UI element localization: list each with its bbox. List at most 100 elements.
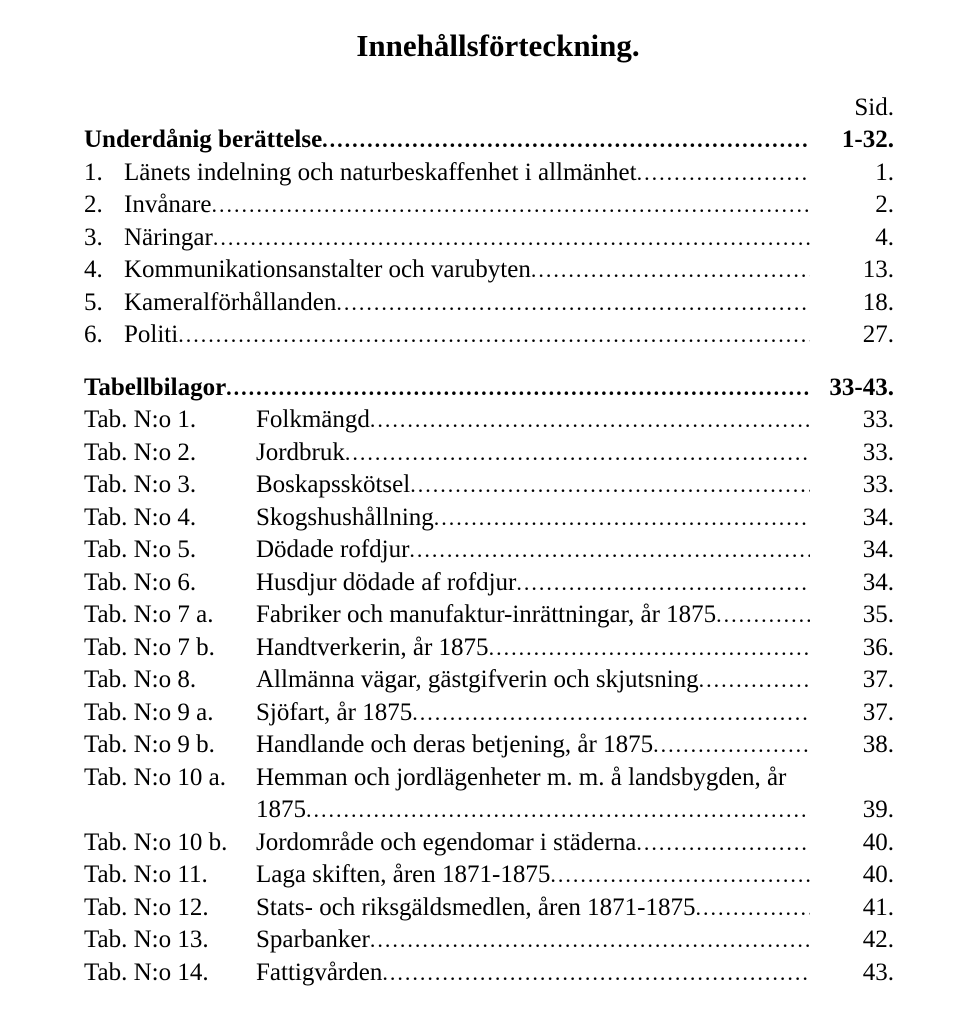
toc-row-page: 40.: [810, 859, 912, 892]
toc-row-text: Hemman och jordlägenheter m. m. å landsb…: [256, 762, 810, 795]
toc-row-label: 3.: [84, 222, 118, 255]
toc-row-label: Tab. N:o 7 b.: [84, 632, 256, 665]
toc-row-text: 1875: [256, 794, 810, 827]
toc-row-label: Tab. N:o 1.: [84, 404, 256, 437]
toc-row: Tab. N:o 8.Allmänna vägar, gästgifverin …: [84, 664, 912, 697]
toc-row-text: Jordområde och egendomar i städerna: [256, 827, 810, 860]
toc-row: Tab. N:o 14.Fattigvården43.: [84, 957, 912, 990]
toc-row: 1.Länets indelning och naturbeskaffenhet…: [84, 157, 912, 190]
toc-row-label: Tab. N:o 7 a.: [84, 599, 256, 632]
toc-row: Tab. N:o 1.Folkmängd33.: [84, 404, 912, 437]
toc-row-page: 37.: [810, 664, 912, 697]
toc-row-page: 34.: [810, 502, 912, 535]
toc-row-page: 35.: [810, 599, 912, 632]
toc-row-text: Sjöfart, år 1875: [256, 697, 810, 730]
toc-row-text: Sparbanker: [256, 924, 810, 957]
toc-row-text: Fabriker och manufaktur-inrättningar, år…: [256, 599, 810, 632]
toc-row-page: 18.: [810, 287, 912, 320]
toc-row-label: Tab. N:o 10 b.: [84, 827, 256, 860]
document-title: Innehållsförteckning.: [84, 28, 912, 64]
toc-row-page: 33.: [810, 437, 912, 470]
toc-row-page: 40.: [810, 827, 912, 860]
toc-row: Tab. N:o 10 b.Jordområde och egendomar i…: [84, 827, 912, 860]
toc-row-label: Tab. N:o 13.: [84, 924, 256, 957]
toc-row-label: Tab. N:o 12.: [84, 892, 256, 925]
toc-row-label: 6.: [84, 319, 118, 352]
toc-row-text: Stats- och riksgäldsmedlen, åren 1871-18…: [256, 892, 810, 925]
toc-row-label: Tab. N:o 14.: [84, 957, 256, 990]
toc-row-label: 2.: [84, 189, 118, 222]
toc-row-page: 34.: [810, 534, 912, 567]
toc-row-page: 39.: [810, 794, 912, 827]
toc-row-page: 33-43.: [810, 372, 912, 405]
toc-row-page: 33.: [810, 404, 912, 437]
toc-row-page: 38.: [810, 729, 912, 762]
toc-row: Tab. N:o 9 a.Sjöfart, år 187537.: [84, 697, 912, 730]
toc-heading-row: Underdånig berättelse 1-32.: [84, 124, 912, 157]
toc-row: Tab. N:o 9 b.Handlande och deras betjeni…: [84, 729, 912, 762]
toc-row: 4.Kommunikationsanstalter och varubyten1…: [84, 254, 912, 287]
toc-heading-text: Tabellbilagor: [84, 374, 226, 401]
toc-row-text: Handtverkerin, år 1875: [256, 632, 810, 665]
toc-row-label: 5.: [84, 287, 118, 320]
toc-row: 6.Politi27.: [84, 319, 912, 352]
toc-row-text: Kommunikationsanstalter och varubyten: [124, 254, 810, 287]
toc-row: Tab. N:o 12.Stats- och riksgäldsmedlen, …: [84, 892, 912, 925]
toc-row-page: 37.: [810, 697, 912, 730]
toc-row-label: Tab. N:o 9 b.: [84, 729, 256, 762]
toc-row-text: Boskapsskötsel: [256, 469, 810, 502]
toc-row-page: 13.: [810, 254, 912, 287]
toc-row: Tab. N:o 7 b.Handtverkerin, år 187536.: [84, 632, 912, 665]
toc-row-page: 42.: [810, 924, 912, 957]
toc-row: 5.Kameralförhållanden18.: [84, 287, 912, 320]
toc-row-page: 33.: [810, 469, 912, 502]
page-column-header: Sid.: [84, 94, 912, 122]
toc-row-page: 1-32.: [810, 124, 912, 157]
toc-row-label: Tab. N:o 11.: [84, 859, 256, 892]
toc-row: 3.Näringar4.: [84, 222, 912, 255]
section-tabellbilagor: Tabellbilagor 33-43. Tab. N:o 1.Folkmäng…: [84, 372, 912, 990]
toc-row-text: Allmänna vägar, gästgifverin och skjutsn…: [256, 664, 810, 697]
toc-row-text: Skogshushållning: [256, 502, 810, 535]
toc-row-page: 1.: [810, 157, 912, 190]
toc-row-text: Invånare: [124, 189, 810, 222]
toc-row-text: Tabellbilagor: [84, 372, 810, 405]
toc-row-text: Husdjur dödade af rofdjur: [256, 567, 810, 600]
toc-row-label: Tab. N:o 5.: [84, 534, 256, 567]
toc-row-label: Tab. N:o 3.: [84, 469, 256, 502]
toc-row: Tab. N:o 13.Sparbanker42.: [84, 924, 912, 957]
toc-row: Tab. N:o 2.Jordbruk33.: [84, 437, 912, 470]
toc-row-text: Handlande och deras betjening, år 1875: [256, 729, 810, 762]
toc-row: 2.Invånare2.: [84, 189, 912, 222]
toc-row: Tab. N:o 4.Skogshushållning34.: [84, 502, 912, 535]
toc-row: Tab. N:o 3.Boskapsskötsel33.: [84, 469, 912, 502]
toc-row-page: 4.: [810, 222, 912, 255]
toc-row: Tab. N:o 5.Dödade rofdjur34.: [84, 534, 912, 567]
toc-row: Tab. N:o 10 a. Hemman och jordlägenheter…: [84, 762, 912, 795]
toc-heading-row: Tabellbilagor 33-43.: [84, 372, 912, 405]
toc-row-text: Jordbruk: [256, 437, 810, 470]
toc-row-page: 27.: [810, 319, 912, 352]
toc-row-label: 1.: [84, 157, 118, 190]
toc-row-text: Underdånig berättelse: [84, 124, 810, 157]
toc-row-label: Tab. N:o 8.: [84, 664, 256, 697]
toc-row-text: Politi: [124, 319, 810, 352]
toc-row-text: Länets indelning och naturbeskaffenhet i…: [124, 157, 810, 190]
toc-heading-text: Underdånig berättelse: [84, 126, 322, 153]
toc-row-text: Folkmängd: [256, 404, 810, 437]
toc-row-text: Dödade rofdjur: [256, 534, 810, 567]
toc-row-page: 2.: [810, 189, 912, 222]
toc-row-page: 43.: [810, 957, 912, 990]
toc-row-label: Tab. N:o 2.: [84, 437, 256, 470]
toc-row-label: Tab. N:o 6.: [84, 567, 256, 600]
toc-row-label: Tab. N:o 10 a.: [84, 762, 256, 795]
toc-row-text: Kameralförhållanden: [124, 287, 810, 320]
toc-row-label: 4.: [84, 254, 118, 287]
toc-row: Tab. N:o 11.Laga skiften, åren 1871-1875…: [84, 859, 912, 892]
toc-row-label: Tab. N:o 9 a.: [84, 697, 256, 730]
toc-row-page: 34.: [810, 567, 912, 600]
toc-row: Tab. N:o 6.Husdjur dödade af rofdjur34.: [84, 567, 912, 600]
toc-row-text: Laga skiften, åren 1871-1875: [256, 859, 810, 892]
toc-row-page: 41.: [810, 892, 912, 925]
toc-row: Tab. N:o 7 a.Fabriker och manufaktur-inr…: [84, 599, 912, 632]
